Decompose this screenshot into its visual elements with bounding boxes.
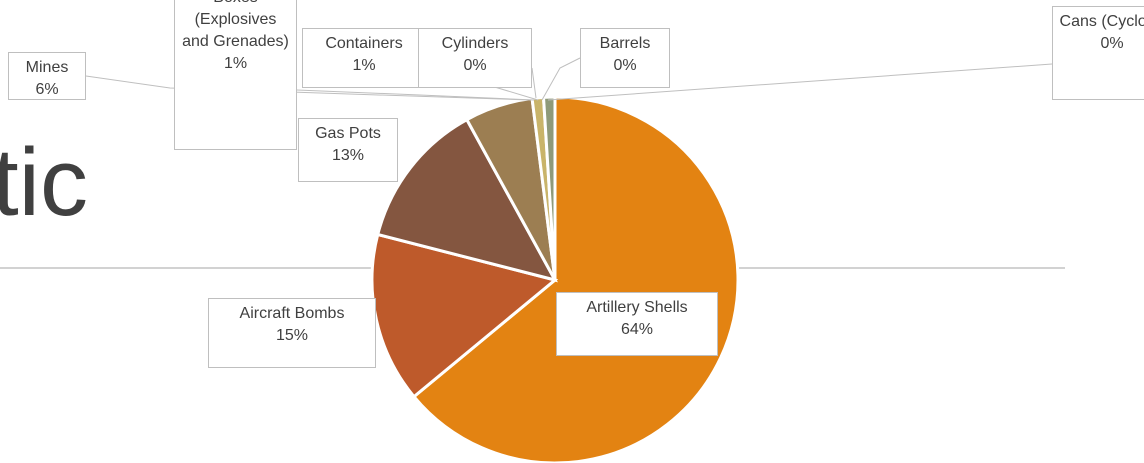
pie-slice (370, 232, 559, 399)
value-label: 0% (1100, 35, 1124, 52)
value-label: 0% (613, 57, 637, 74)
category-label: Cylinders (441, 35, 509, 52)
leader-line (85, 75, 531, 101)
value-label: 0% (463, 57, 487, 74)
value-label: 1% (223, 55, 248, 72)
data-label: Cans (Cyclone 0% (1052, 6, 1144, 100)
value-label: 13% (331, 147, 365, 164)
category-label: Cans (Cyclone (1059, 13, 1144, 30)
leader-line (541, 57, 581, 101)
data-label: Containers 1% (302, 28, 426, 88)
leader-line (531, 67, 537, 99)
pie-slice (411, 95, 740, 463)
value-label: 1% (352, 57, 376, 74)
category-label: Barrels (599, 35, 651, 52)
data-label: Barrels 0% (580, 28, 670, 88)
category-label: Gas Pots (315, 125, 381, 142)
category-label: Containers (325, 35, 403, 52)
value-label: 15% (275, 327, 309, 344)
pie-slice (375, 117, 558, 283)
slide-title-fragment: tic (0, 129, 88, 236)
category-label: Artillery Shells (586, 299, 688, 316)
data-label: Mines 6% (8, 52, 86, 100)
value-label: 6% (35, 81, 59, 98)
category-label: Mines (25, 59, 69, 76)
category-label: Aircraft Bombs (239, 305, 345, 322)
data-label: Gas Pots 13% (298, 118, 398, 182)
value-label: 64% (620, 321, 654, 338)
data-label: Aircraft Bombs 15% (208, 298, 376, 368)
data-label: Cylinders 0% (418, 28, 532, 88)
data-label: Boxes (Explosives and Grenades) 1% (174, 0, 297, 150)
leader-line (296, 89, 535, 101)
category-label: Boxes (Explosives and Grenades) (182, 0, 289, 50)
data-label: Artillery Shells 64% (556, 292, 718, 356)
leader-line (547, 63, 1053, 101)
